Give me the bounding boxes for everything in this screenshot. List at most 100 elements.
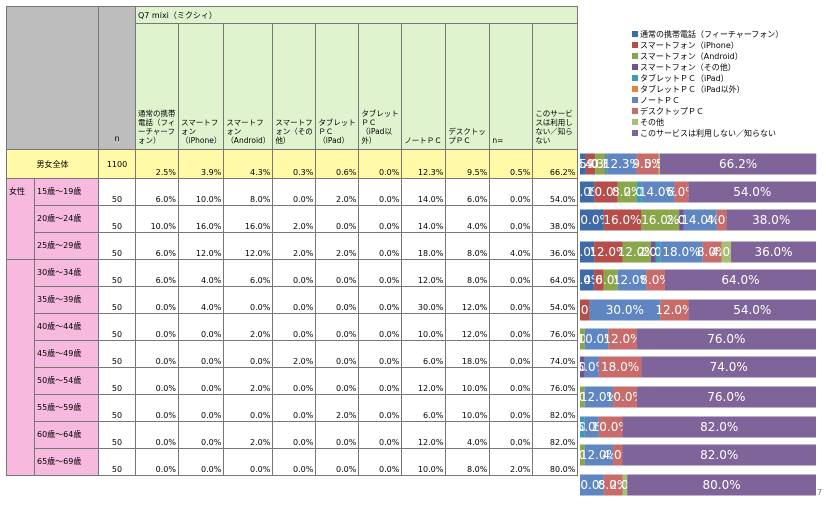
legend-label: 通常の携帯電話（フィーチャーフォン） xyxy=(640,29,783,39)
value-cell: 6.0% xyxy=(401,340,447,368)
age-label: 35歳～39歳 xyxy=(34,286,99,314)
bar-segment xyxy=(603,269,618,291)
column-header: タブレットＰＣ（iPad以外） xyxy=(358,23,403,150)
data-label: 14.0% xyxy=(681,213,719,227)
table-row: 女性 15歳～19歳 50 6.0% 10.0% 8.0% 0.0% 2.0% 0.0% 14.0… xyxy=(6,178,579,260)
value-cell: 0.0% xyxy=(358,394,403,422)
table-row: 65歳～69歳 50 0.0% 0.0% 0.0% 0.0% 0.0% 0.0% 10.0% 8.… xyxy=(7,448,579,476)
value-cell: 0.0% xyxy=(177,421,225,449)
bar-segment xyxy=(721,241,732,263)
value-cell: 0.0% xyxy=(315,340,360,368)
value-cell: 4.0% xyxy=(177,259,225,287)
bar-segment xyxy=(646,269,665,291)
value-cell: 4.0% xyxy=(445,421,491,449)
n-cell: 50 xyxy=(98,448,136,476)
age-label: 50歳～54歳 xyxy=(34,367,99,395)
bar-segment xyxy=(617,269,647,291)
n-cell: 50 xyxy=(98,259,136,287)
value-cell: 0.0% xyxy=(272,421,317,449)
value-cell: 82.0% xyxy=(532,394,579,422)
bar-segment xyxy=(660,299,689,321)
n-cell: 50 xyxy=(98,205,136,233)
bar-segment xyxy=(594,181,618,203)
bar-segment xyxy=(580,299,590,321)
column-header: 通常の携帯電話（フィーチャーフォン） xyxy=(135,23,179,150)
legend-swatch xyxy=(632,42,638,48)
bar-segment xyxy=(603,209,642,231)
data-label: 76.0% xyxy=(707,390,745,404)
data-label: 74.0% xyxy=(710,360,748,374)
value-cell: 76.0% xyxy=(532,367,579,395)
n-cell: 50 xyxy=(98,313,136,341)
value-cell: 2.0% xyxy=(223,313,274,341)
value-cell: 12.0% xyxy=(401,259,447,287)
bar-segment xyxy=(594,269,604,291)
data-label: 10.0% xyxy=(578,478,611,492)
data-label: 8.0% xyxy=(612,185,643,199)
column-header: スマートフォン（その他） xyxy=(272,23,317,150)
value-cell: 0.0% xyxy=(177,448,225,476)
legend-label: タブレットＰＣ（iPad） xyxy=(640,73,729,83)
data-label: 10.0% xyxy=(606,390,644,404)
bar-segment xyxy=(679,209,684,231)
total-cell: 9.5% xyxy=(445,149,491,179)
bar-segment xyxy=(580,328,585,350)
data-label: 8.0% xyxy=(697,245,728,259)
table-row: 20歳～24歳 50 10.0% 16.0% 16.0% 2.0% 0.0% 0.0% 14.0… xyxy=(7,205,579,233)
bar-segment xyxy=(580,181,595,203)
table-row: 50歳～54歳 50 0.0% 0.0% 2.0% 0.0% 0.0% 0.0% 12.0% 10… xyxy=(7,367,579,395)
value-cell: 54.0% xyxy=(532,178,579,206)
legend-label: このサービスは利用しない／知らない xyxy=(640,128,776,138)
value-cell: 0.0% xyxy=(489,394,534,422)
value-cell: 12.0% xyxy=(445,286,491,314)
value-cell: 0.0% xyxy=(358,448,403,476)
bar-segment xyxy=(605,153,606,175)
value-cell: 0.0% xyxy=(489,205,534,233)
total-cell: 12.3% xyxy=(401,149,447,179)
value-cell: 0.0% xyxy=(489,421,534,449)
bar-segment xyxy=(580,474,604,496)
table-row: 30歳～34歳 50 6.0% 4.0% 6.0% 0.0% 0.0% 0.0% 12.0% 8.… xyxy=(6,259,579,476)
gender-label-continued xyxy=(6,259,35,476)
data-table: n Q7 mixi（ミクシィ） 通常の携帯電話（フィーチャーフォン） スマートフォ… xyxy=(6,6,579,476)
value-cell: 8.0% xyxy=(445,232,491,260)
value-cell: 0.0% xyxy=(358,205,403,233)
age-label: 55歳～59歳 xyxy=(34,394,99,422)
bar-segment xyxy=(688,299,816,321)
value-cell: 0.0% xyxy=(135,340,179,368)
bar-segment xyxy=(731,241,816,263)
bar-segment xyxy=(622,416,816,438)
value-cell: 0.0% xyxy=(177,367,225,395)
bar-segment xyxy=(580,153,586,175)
value-cell: 18.0% xyxy=(445,340,491,368)
total-cell: 3.9% xyxy=(177,149,225,179)
legend-swatch xyxy=(632,97,638,103)
column-header: スマートフォン（iPhone） xyxy=(177,23,225,150)
value-cell: 2.0% xyxy=(272,205,317,233)
value-cell: 0.0% xyxy=(177,313,225,341)
value-cell: 12.0% xyxy=(401,367,447,395)
bar-segment xyxy=(641,181,675,203)
bar-segment xyxy=(622,474,628,496)
bar-segment xyxy=(580,241,595,263)
value-cell: 4.0% xyxy=(177,286,225,314)
age-label: 20歳～24歳 xyxy=(34,205,99,233)
data-label: 10.0% xyxy=(578,213,611,227)
column-header: n= xyxy=(489,23,534,150)
table-row: 35歳～39歳 50 0.0% 4.0% 0.0% 0.0% 0.0% 0.0% 30.0% 12… xyxy=(7,286,579,314)
legend-swatch xyxy=(632,53,638,59)
legend-swatch xyxy=(632,108,638,114)
total-cell: 0.3% xyxy=(272,149,317,179)
value-cell: 0.0% xyxy=(358,259,403,287)
bar-segment xyxy=(664,269,816,291)
data-label: 36.0% xyxy=(754,245,792,259)
age-label: 25歳～29歳 xyxy=(34,232,99,260)
table-row: 55歳～59歳 50 0.0% 0.0% 0.0% 0.0% 2.0% 0.0% 6.0% 10.… xyxy=(7,394,579,422)
legend-swatch xyxy=(632,75,638,81)
data-label: 82.0% xyxy=(700,420,738,434)
data-label: 38.0% xyxy=(752,213,790,227)
data-label: 9.5% xyxy=(632,157,663,171)
bar-segment xyxy=(580,269,595,291)
bar-segment xyxy=(702,241,722,263)
age-label: 40歳～44歳 xyxy=(34,313,99,341)
